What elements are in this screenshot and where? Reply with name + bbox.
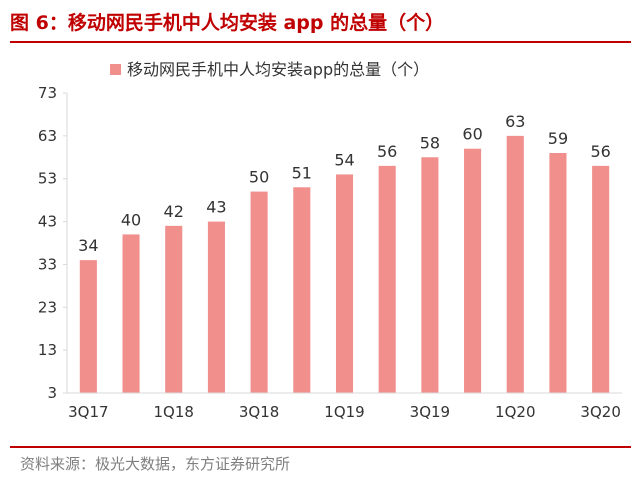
data-label: 63 <box>505 112 525 131</box>
data-label: 54 <box>334 150 354 169</box>
x-tick-label: 1Q18 <box>154 403 194 421</box>
source-rule <box>10 446 631 448</box>
data-label: 58 <box>420 133 440 152</box>
bar <box>165 225 183 393</box>
data-label: 56 <box>377 142 397 161</box>
data-label: 34 <box>78 236 98 255</box>
bars <box>79 135 610 393</box>
y-tick-label: 63 <box>38 127 57 145</box>
y-tick-label: 53 <box>38 170 57 188</box>
bar <box>207 221 225 393</box>
data-label: 59 <box>548 129 568 148</box>
y-tick-label: 73 <box>38 84 57 102</box>
data-label: 40 <box>121 210 141 229</box>
bar <box>122 234 140 393</box>
bar <box>335 174 354 393</box>
data-labels: 34 40 42 43 50 51 54 56 58 60 63 59 56 <box>78 112 611 255</box>
bar <box>293 187 311 393</box>
x-tick-label: 1Q20 <box>495 403 535 421</box>
y-tick-label: 43 <box>38 213 57 231</box>
y-tick-label: 33 <box>38 255 57 273</box>
data-label: 60 <box>462 125 482 144</box>
x-tick-label: 3Q20 <box>580 403 620 421</box>
bar <box>79 260 97 393</box>
data-label: 51 <box>292 163 312 182</box>
legend-label: 移动网民手机中人均安装app的总量（个） <box>127 60 429 79</box>
bar <box>464 148 482 393</box>
bar <box>250 191 268 393</box>
y-tick-label: 13 <box>38 341 57 359</box>
data-label: 42 <box>164 202 184 221</box>
x-tick-label: 3Q19 <box>410 403 450 421</box>
figure-title: 图 6：移动网民手机中人均安装 app 的总量（个） <box>10 12 445 34</box>
data-label: 50 <box>249 168 269 187</box>
y-tick-label: 23 <box>38 298 57 316</box>
x-axis: 3Q17 1Q18 3Q18 1Q19 3Q19 1Q20 3Q20 <box>67 392 622 421</box>
y-axis: 3 13 23 33 43 53 63 73 <box>38 84 68 402</box>
bar <box>421 157 439 393</box>
source-note: 资料来源：极光大数据，东方证券研究所 <box>20 455 291 473</box>
legend: 移动网民手机中人均安装app的总量（个） <box>110 60 429 79</box>
title-rule <box>10 41 631 43</box>
bar <box>549 153 567 393</box>
bar <box>506 135 524 393</box>
bar <box>378 165 396 393</box>
data-label: 56 <box>590 142 610 161</box>
x-tick-label: 3Q18 <box>239 403 279 421</box>
bar <box>592 165 610 393</box>
data-label: 43 <box>206 198 226 217</box>
x-tick-label: 1Q19 <box>324 403 364 421</box>
x-tick-label: 3Q17 <box>68 403 108 421</box>
y-tick-label: 3 <box>47 384 57 402</box>
legend-swatch <box>110 64 121 75</box>
